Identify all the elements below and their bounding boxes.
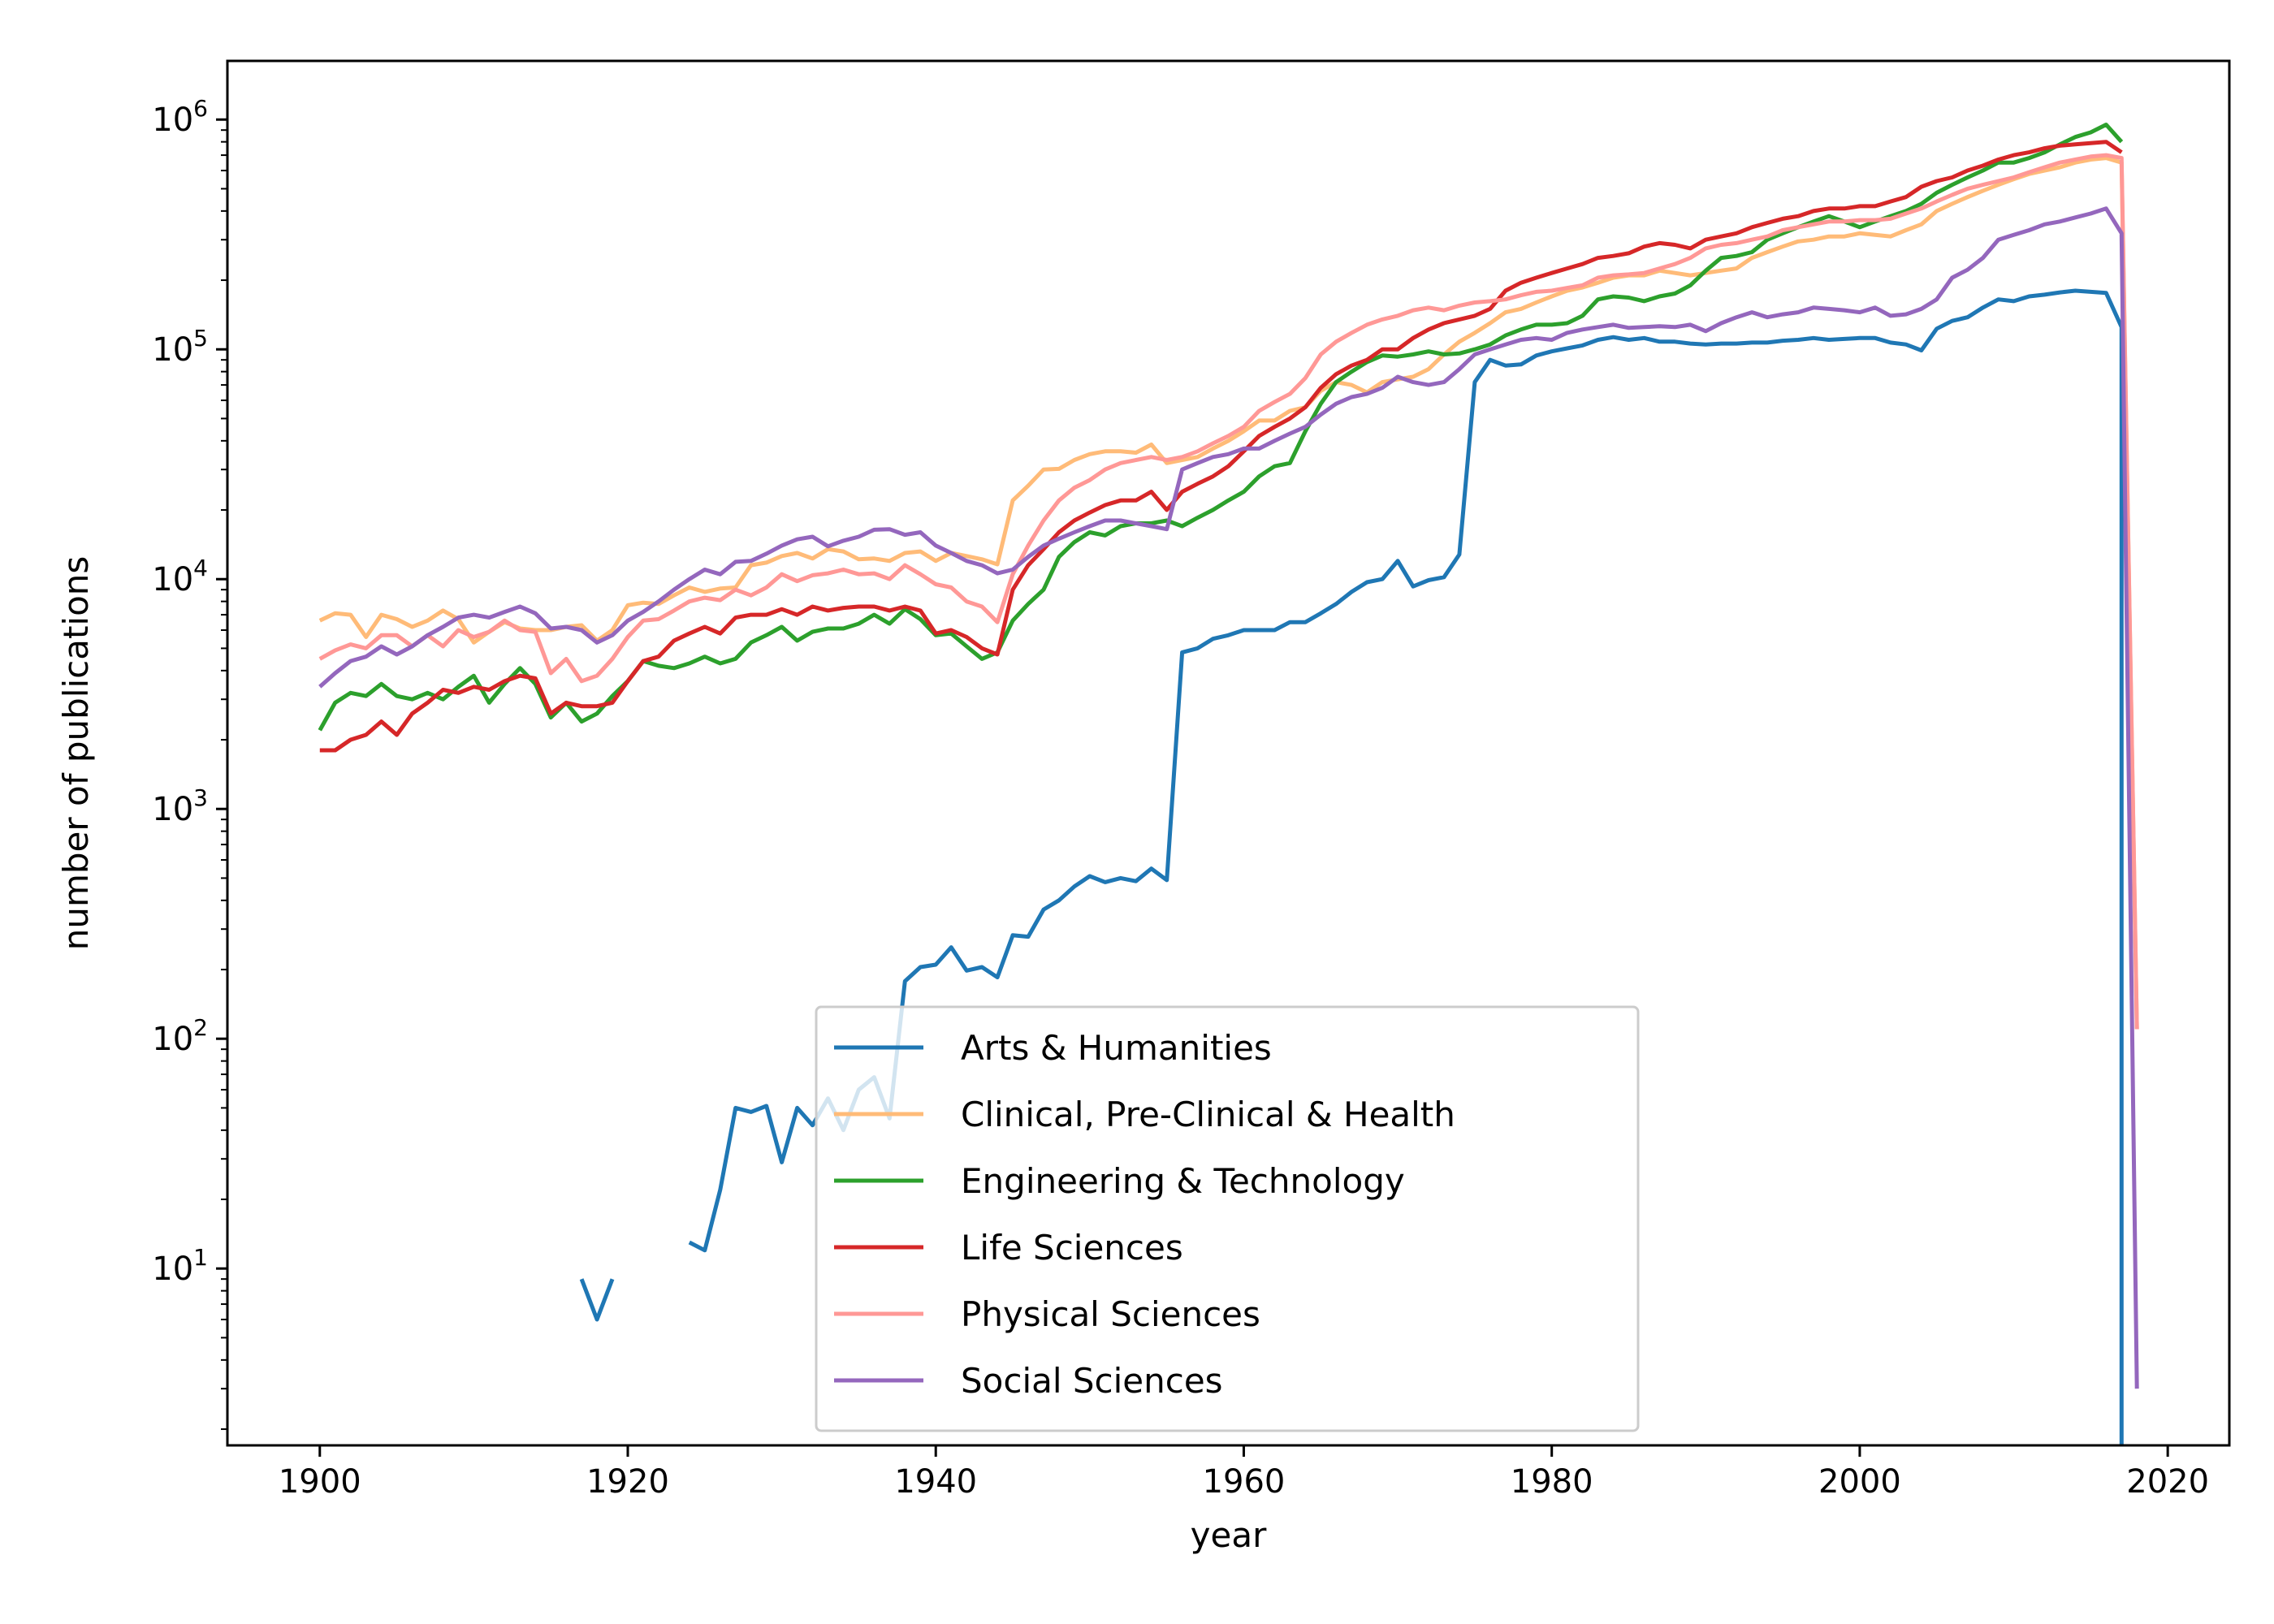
legend-label: Social Sciences [961,1361,1223,1401]
x-tick-label: 1920 [586,1463,669,1501]
y-axis-label: number of publications [56,556,96,951]
x-tick-label: 1940 [894,1463,977,1501]
x-axis: 1900 1920 1940 1960 1980 2000 2020 [279,1445,2209,1501]
x-axis-label: year [1191,1515,1267,1555]
legend-box [815,1005,1640,1432]
plot-lines [318,123,2139,1445]
y-tick-label: 106 [152,95,208,139]
series-line-arts-humanities [579,288,2124,1445]
x-tick-label: 2020 [2126,1463,2209,1501]
y-tick-label: 101 [152,1244,208,1288]
legend: Arts & Humanities Clinical, Pre-Clinical … [815,1005,1640,1432]
y-tick-label: 105 [152,325,208,369]
legend-label: Arts & Humanities [961,1028,1272,1068]
y-tick-label: 102 [152,1014,208,1058]
legend-label: Life Sciences [961,1228,1183,1268]
y-axis: 101 102 103 104 105 106 [152,95,227,1431]
y-tick-label: 104 [152,555,208,598]
legend-label: Engineering & Technology [961,1161,1405,1201]
x-tick-label: 1900 [279,1463,361,1501]
x-tick-label: 2000 [1818,1463,1901,1501]
x-tick-label: 1960 [1203,1463,1286,1501]
series-line-physical-sciences [318,153,2139,1030]
plot-frame [226,59,2231,1447]
series-line-social-sciences [318,206,2139,1389]
legend-label: Clinical, Pre-Clinical & Health [961,1095,1455,1134]
series-line-clinical-pre-clinical-health [318,156,2139,1030]
y-tick-label: 103 [152,784,208,828]
legend-label: Physical Sciences [961,1294,1260,1334]
x-tick-label: 1980 [1511,1463,1593,1501]
series-line-life-sciences [319,140,2123,753]
